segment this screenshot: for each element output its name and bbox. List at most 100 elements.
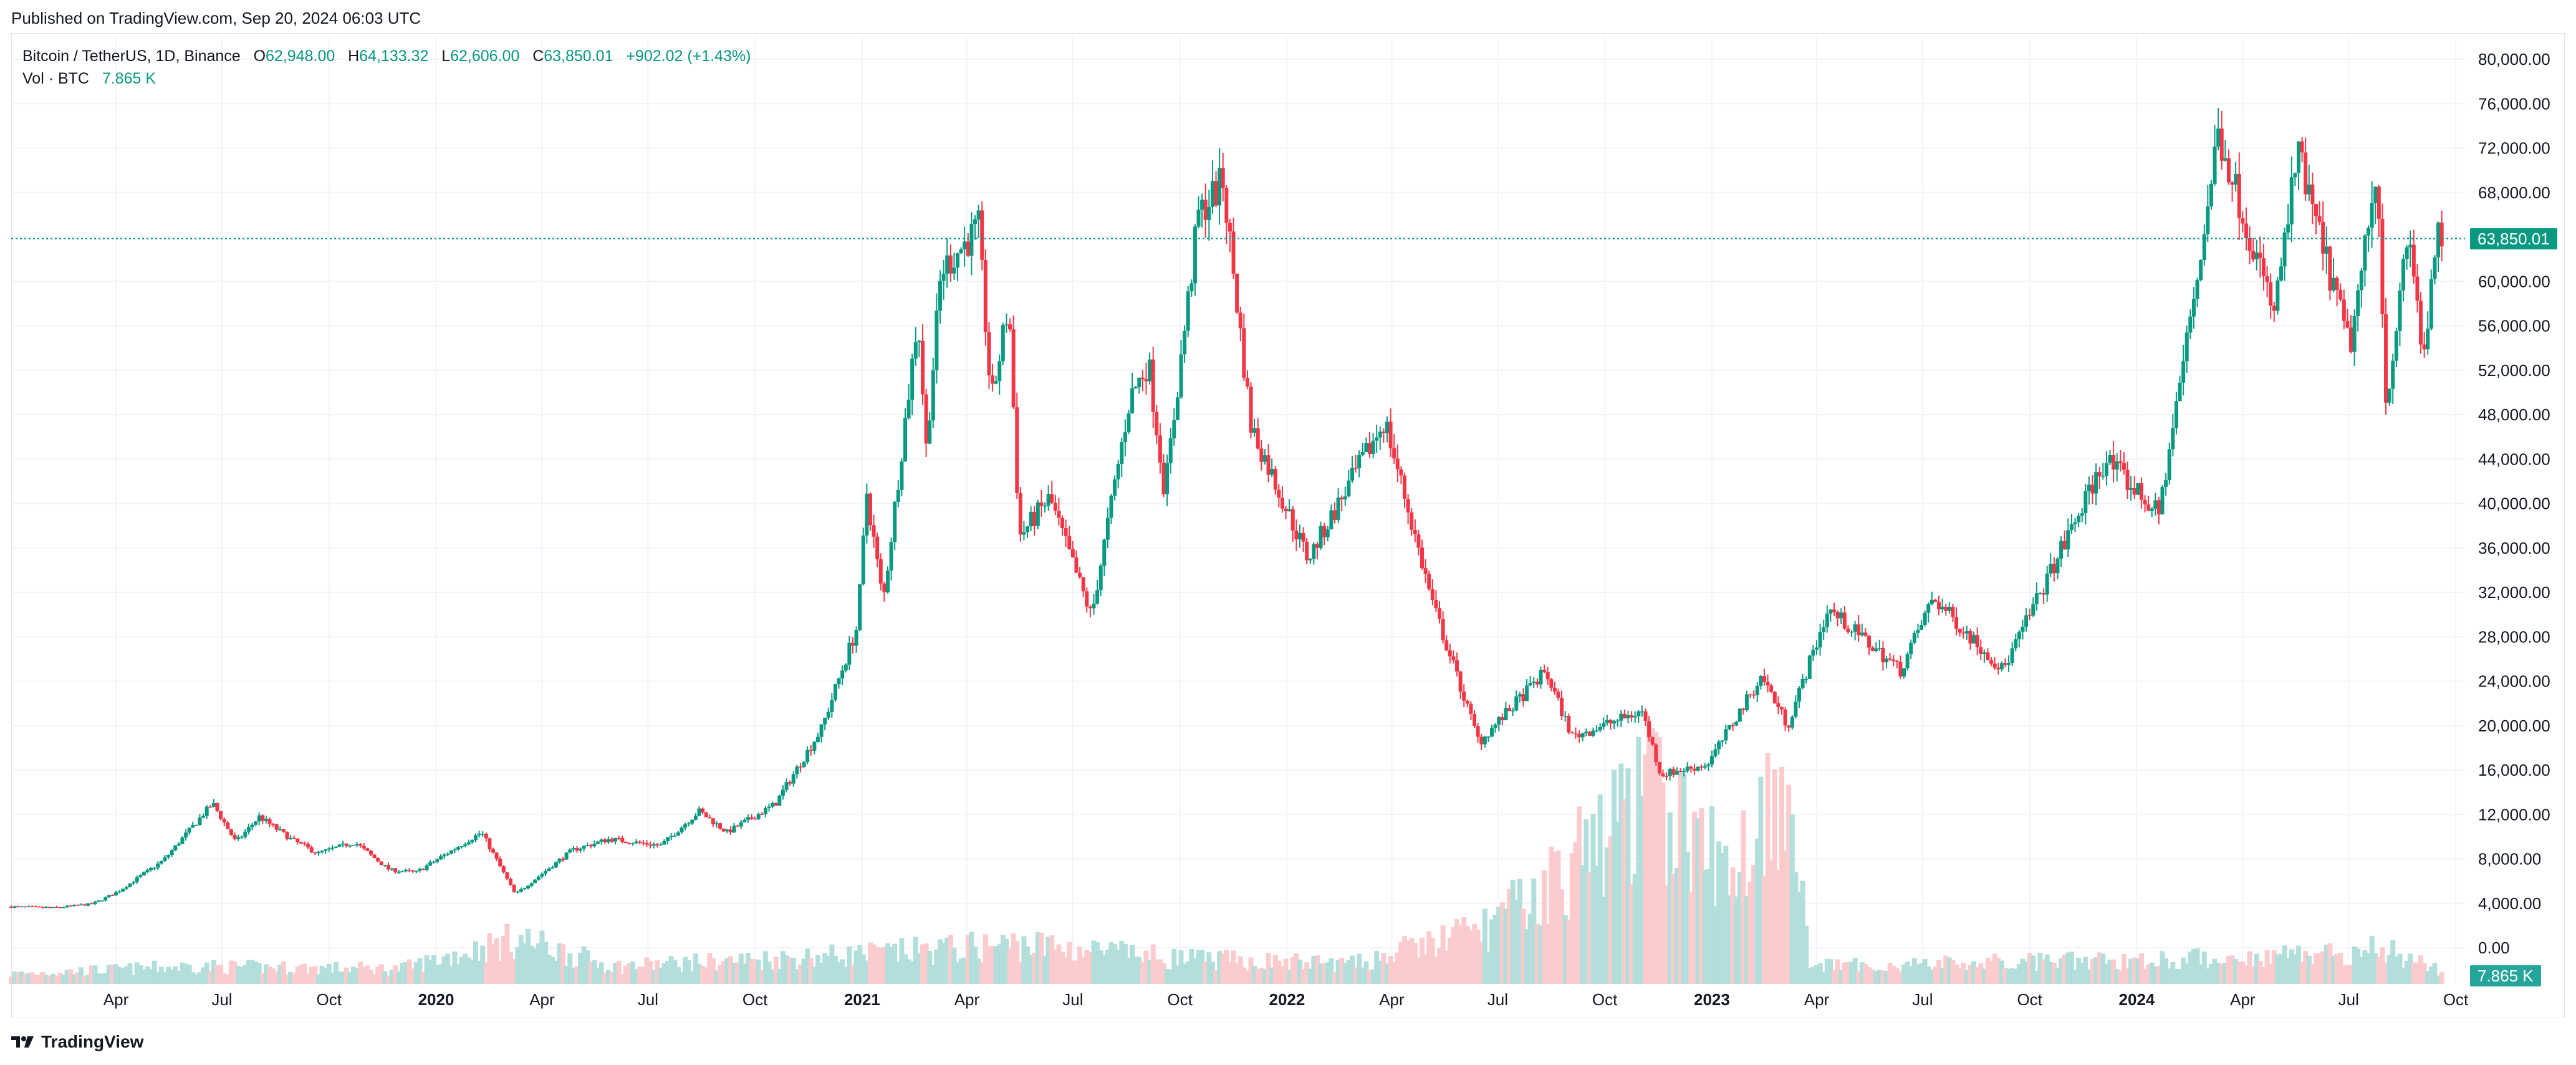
volume-bar	[553, 961, 559, 984]
volume-bar	[260, 973, 266, 984]
candle-body	[1811, 649, 1815, 656]
volume-bar	[113, 964, 119, 984]
volume-bar	[728, 956, 733, 984]
candle-body	[65, 905, 69, 907]
candle-body	[1388, 422, 1393, 448]
candle-body	[2003, 663, 2007, 665]
volume-bar	[1206, 952, 1212, 984]
volume-bar	[1056, 944, 1062, 984]
candle-body	[1689, 766, 1693, 769]
volume-bar	[1716, 841, 1722, 984]
volume-bar	[1950, 960, 1956, 984]
candle-body	[2087, 484, 2091, 491]
candle-body	[2373, 186, 2378, 203]
candle-body	[267, 819, 272, 824]
candle-body	[1807, 655, 1812, 679]
candle-body	[1829, 609, 1833, 614]
x-tick-label: 2020	[418, 990, 454, 1009]
tradingview-footer[interactable]: TradingView	[11, 1032, 143, 1052]
candle-body	[1228, 223, 1232, 232]
volume-bar	[1898, 971, 1903, 984]
volume-bar	[365, 965, 370, 984]
candle-body	[1423, 568, 1428, 574]
volume-bar	[613, 963, 618, 984]
candle-body	[421, 869, 425, 870]
candle-body	[854, 630, 858, 646]
volume-bar	[337, 971, 342, 984]
volume-bar	[1063, 957, 1069, 984]
candle-body	[446, 854, 450, 855]
volume-bar	[1964, 970, 1969, 984]
candle-body	[1067, 536, 1072, 549]
candle-body	[596, 841, 600, 844]
candle-body	[1469, 703, 1473, 714]
volume-bar	[1629, 884, 1635, 984]
candle-body	[1427, 574, 1431, 589]
volume-bar	[89, 965, 94, 984]
candle-body	[1898, 662, 1903, 677]
candle-body	[100, 900, 104, 902]
candle-body	[2405, 247, 2409, 259]
candle-body	[418, 869, 422, 871]
candle-body	[1332, 510, 1337, 520]
candle-body	[1608, 720, 1613, 724]
volume-bar	[1451, 927, 1456, 984]
candle-body	[222, 819, 226, 823]
volume-bar	[738, 953, 744, 984]
volume-bar	[239, 967, 244, 984]
volume-bar	[1133, 957, 1138, 984]
volume-bar	[1908, 966, 1914, 984]
candle-body	[1612, 721, 1617, 724]
candle-body	[37, 906, 41, 908]
volume-bar	[1189, 948, 1194, 984]
candle-body	[2209, 183, 2213, 207]
volume-bar	[382, 971, 388, 984]
candle-body	[1863, 632, 1868, 636]
candle-body	[1297, 532, 1302, 540]
volume-bar	[1489, 919, 1495, 984]
candlestick-series	[9, 108, 2444, 909]
candle-body	[2352, 316, 2357, 352]
volume-bar	[690, 971, 695, 984]
volume-bar	[1238, 956, 1243, 984]
volume-bar	[1119, 940, 1125, 984]
candle-body	[54, 907, 59, 908]
candle-body	[1105, 518, 1110, 540]
candle-body	[82, 904, 87, 906]
volume-bar	[1259, 968, 1264, 984]
volume-bar	[693, 953, 698, 984]
candle-body	[2251, 251, 2256, 260]
volume-bar	[1290, 957, 1295, 984]
candle-body	[1140, 377, 1145, 380]
volume-bar	[1747, 882, 1753, 984]
volume-bar	[145, 966, 150, 984]
candle-body	[2167, 449, 2171, 480]
volume-bar	[131, 975, 137, 984]
candle-body	[2108, 455, 2112, 463]
volume-bar	[1730, 867, 1736, 984]
volume-bar	[864, 960, 870, 984]
volume-bar	[50, 973, 56, 984]
candle-body	[1092, 604, 1096, 609]
candle-body	[2335, 277, 2339, 290]
candle-body	[987, 332, 991, 375]
candle-body	[1165, 463, 1170, 494]
volume-bar	[1946, 957, 1952, 984]
volume-bar	[1025, 946, 1031, 984]
volume-bar	[857, 945, 863, 984]
candle-body	[1413, 529, 1417, 534]
candle-body	[9, 907, 13, 908]
volume-bar	[791, 957, 796, 984]
volume-bar	[2069, 952, 2074, 984]
volume-bar	[1454, 919, 1460, 984]
candle-body	[2042, 593, 2046, 595]
candle-body	[2226, 158, 2231, 183]
volume-bar	[166, 966, 171, 984]
volume-bar	[633, 969, 639, 984]
candle-body	[261, 815, 265, 821]
volume-bar	[1283, 958, 1289, 984]
candle-body	[1158, 435, 1162, 463]
candle-body	[2439, 222, 2444, 247]
volume-bar	[1384, 963, 1390, 984]
